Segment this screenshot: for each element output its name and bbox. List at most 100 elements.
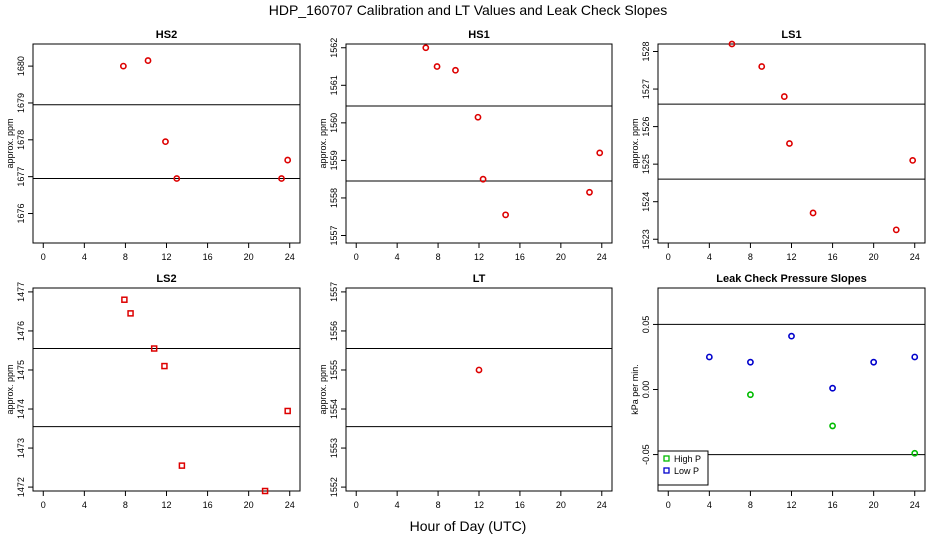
x-tick-label: 8 bbox=[748, 252, 753, 262]
legend-marker bbox=[663, 467, 670, 474]
x-tick-label: 24 bbox=[285, 500, 295, 510]
data-point bbox=[261, 487, 269, 495]
panel-title: HS1 bbox=[468, 29, 489, 41]
y-tick-label: 1556 bbox=[329, 321, 339, 341]
y-tick-label: 1474 bbox=[16, 399, 26, 419]
y-tick-label: 1676 bbox=[16, 204, 26, 224]
x-tick-label: 24 bbox=[910, 500, 920, 510]
y-axis-label: approx. ppm bbox=[318, 364, 328, 414]
y-tick-label: 1552 bbox=[329, 477, 339, 497]
data-point bbox=[284, 407, 291, 415]
data-point bbox=[586, 188, 593, 196]
data-point bbox=[119, 62, 127, 70]
y-axis-label: approx. ppm bbox=[318, 118, 328, 168]
x-tick-label: 4 bbox=[82, 500, 87, 510]
y-tick-label: 1561 bbox=[329, 75, 339, 95]
data-point bbox=[144, 57, 152, 64]
data-point bbox=[178, 462, 186, 469]
figure-title: HDP_160707 Calibration and LT Values and… bbox=[268, 2, 668, 18]
x-tick-label: 8 bbox=[123, 252, 128, 262]
x-tick-label: 4 bbox=[395, 500, 400, 510]
x-tick-label: 12 bbox=[161, 252, 171, 262]
y-tick-label: 1558 bbox=[329, 188, 339, 208]
x-tick-label: 0 bbox=[354, 252, 359, 262]
y-tick-label: 1527 bbox=[641, 79, 651, 99]
data-point bbox=[911, 449, 919, 457]
y-axis-label: approx. ppm bbox=[630, 118, 640, 168]
x-tick-label: 20 bbox=[556, 500, 566, 510]
x-tick-label: 12 bbox=[161, 500, 171, 510]
x-tick-label: 4 bbox=[395, 252, 400, 262]
data-point bbox=[161, 362, 168, 370]
x-tick-label: 12 bbox=[474, 500, 484, 510]
y-tick-label: 1472 bbox=[16, 477, 26, 497]
x-tick-label: 20 bbox=[869, 252, 879, 262]
x-tick-label: 20 bbox=[869, 500, 879, 510]
x-axis-title: Hour of Day (UTC) bbox=[409, 518, 527, 534]
x-tick-label: 8 bbox=[123, 500, 128, 510]
x-tick-label: 16 bbox=[515, 500, 525, 510]
x-tick-label: 20 bbox=[556, 252, 566, 262]
x-tick-label: 16 bbox=[203, 500, 213, 510]
y-tick-label: 0.00 bbox=[641, 381, 651, 399]
plot-frame bbox=[32, 287, 301, 492]
data-point bbox=[452, 66, 459, 74]
y-tick-label: 1523 bbox=[641, 229, 651, 249]
x-tick-label: 0 bbox=[41, 252, 46, 262]
x-tick-label: 0 bbox=[354, 500, 359, 510]
x-tick-label: 4 bbox=[707, 252, 712, 262]
data-point bbox=[911, 353, 919, 361]
legend-label: High P bbox=[674, 454, 701, 464]
x-tick-label: 8 bbox=[436, 500, 441, 510]
x-tick-label: 16 bbox=[828, 252, 838, 262]
data-point bbox=[433, 63, 441, 70]
x-tick-label: 4 bbox=[707, 500, 712, 510]
data-point bbox=[162, 138, 169, 146]
data-point bbox=[502, 211, 509, 219]
data-point bbox=[758, 63, 766, 70]
y-tick-label: 1677 bbox=[16, 167, 26, 187]
x-tick-label: 16 bbox=[828, 500, 838, 510]
y-axis-label: kPa per min. bbox=[630, 364, 640, 415]
y-tick-label: 0.05 bbox=[641, 316, 651, 334]
x-tick-label: 12 bbox=[786, 252, 796, 262]
y-tick-label: -0.05 bbox=[641, 444, 651, 465]
y-tick-label: 1524 bbox=[641, 192, 651, 212]
panel-title: LS2 bbox=[156, 273, 176, 285]
y-tick-label: 1554 bbox=[329, 399, 339, 419]
data-point bbox=[728, 40, 736, 48]
data-point bbox=[121, 296, 128, 303]
y-tick-label: 1528 bbox=[641, 41, 651, 61]
y-tick-label: 1476 bbox=[16, 321, 26, 341]
y-tick-label: 1555 bbox=[329, 360, 339, 380]
x-tick-label: 0 bbox=[41, 500, 46, 510]
x-tick-label: 24 bbox=[597, 500, 607, 510]
x-tick-label: 20 bbox=[244, 500, 254, 510]
panel-title: LT bbox=[473, 273, 486, 285]
y-tick-label: 1525 bbox=[641, 154, 651, 174]
data-point bbox=[127, 310, 134, 317]
data-point bbox=[870, 358, 878, 366]
panel-title: Leak Check Pressure Slopes bbox=[716, 273, 866, 285]
data-point bbox=[909, 156, 917, 164]
x-tick-label: 16 bbox=[515, 252, 525, 262]
data-point bbox=[809, 209, 817, 217]
y-tick-label: 1678 bbox=[16, 130, 26, 150]
x-tick-label: 8 bbox=[748, 500, 753, 510]
y-axis-label: approx. ppm bbox=[5, 364, 15, 414]
data-point bbox=[780, 93, 788, 100]
data-point bbox=[892, 226, 900, 234]
x-tick-label: 12 bbox=[786, 500, 796, 510]
x-tick-label: 20 bbox=[244, 252, 254, 262]
legend-marker bbox=[663, 455, 670, 462]
data-point bbox=[786, 140, 793, 147]
data-point bbox=[278, 175, 285, 182]
y-tick-label: 1473 bbox=[16, 438, 26, 458]
plot-frame bbox=[345, 43, 613, 244]
y-tick-label: 1557 bbox=[329, 225, 339, 245]
panel-title: HS2 bbox=[156, 29, 177, 41]
data-point bbox=[173, 175, 181, 182]
x-tick-label: 16 bbox=[203, 252, 213, 262]
x-tick-label: 12 bbox=[474, 252, 484, 262]
